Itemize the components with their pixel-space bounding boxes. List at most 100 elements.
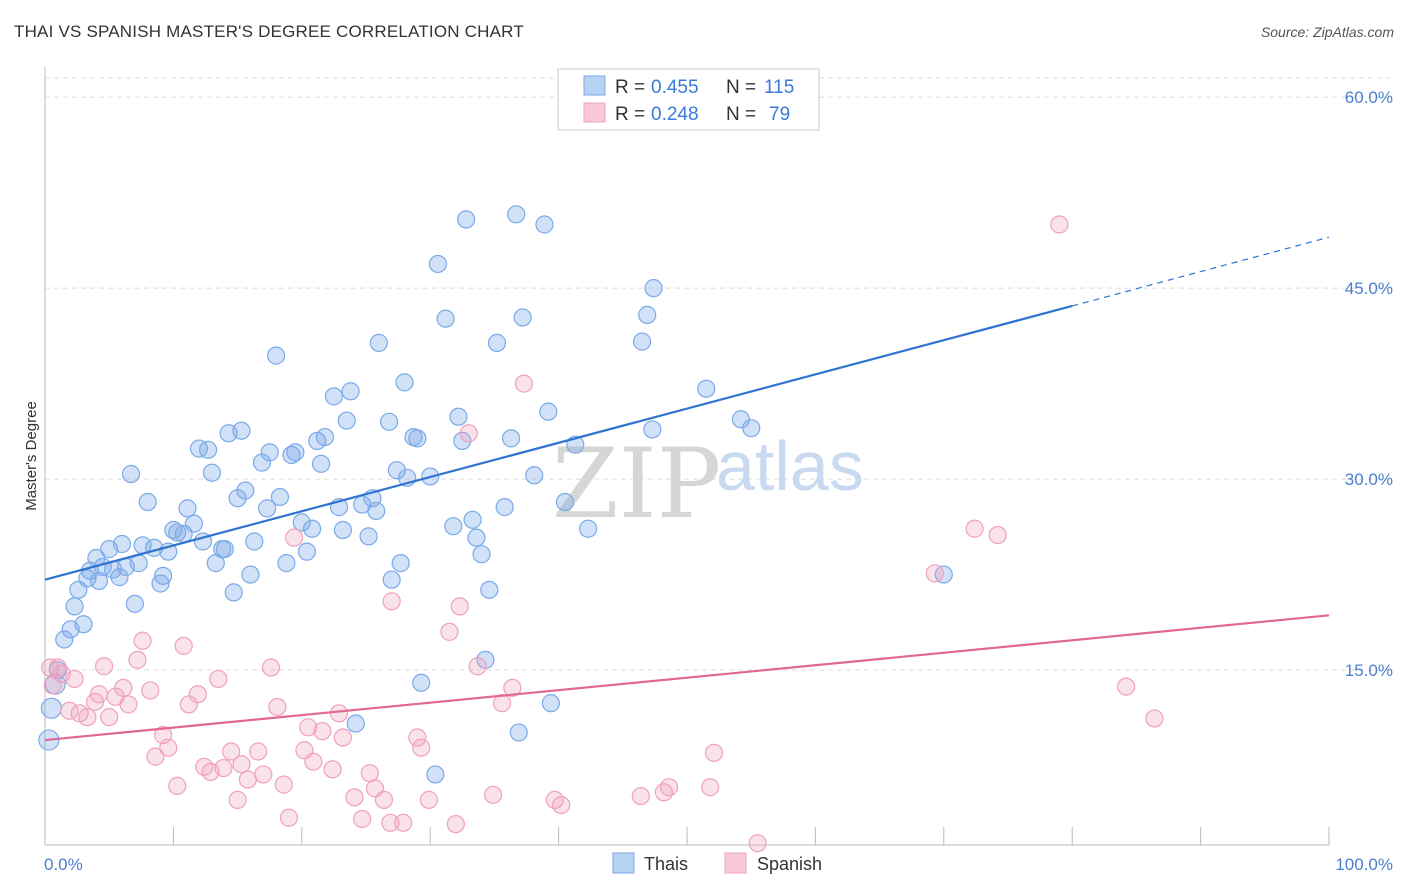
thais-point xyxy=(525,466,544,485)
y-tick-label-0: 15.0% xyxy=(1345,661,1393,680)
thais-point xyxy=(241,565,260,584)
thais-point xyxy=(453,431,472,451)
thais-point xyxy=(644,279,663,298)
thais-point xyxy=(359,527,378,546)
thais-point xyxy=(579,519,598,538)
spanish-point xyxy=(94,657,114,676)
spanish-point xyxy=(119,695,138,714)
thais-point xyxy=(480,580,499,599)
thais-point xyxy=(426,765,445,784)
thais-point xyxy=(198,440,218,459)
thais-point xyxy=(638,305,657,324)
thais-point xyxy=(138,492,157,512)
spanish-point xyxy=(450,597,469,616)
thais-point xyxy=(228,489,247,508)
spanish-point xyxy=(925,564,944,583)
thais-point xyxy=(125,594,144,613)
legend-swatch-thais xyxy=(612,852,635,874)
thais-point xyxy=(495,498,514,517)
x-tick-label-max: 100.0% xyxy=(1335,855,1393,874)
y-tick-labels: 15.0% 30.0% 45.0% 60.0% xyxy=(1345,88,1393,680)
thais-point xyxy=(535,215,554,234)
y-tick-label-1: 30.0% xyxy=(1345,470,1393,489)
spanish-point xyxy=(114,678,133,697)
thais-point xyxy=(232,421,251,440)
thais-point xyxy=(382,570,401,589)
spanish-point xyxy=(141,681,160,700)
spanish-point xyxy=(299,718,318,737)
stats-legend-n-value-0: 115 xyxy=(764,77,794,98)
thais-trend-line xyxy=(44,304,1073,581)
thais-point xyxy=(260,443,279,462)
spanish-point xyxy=(965,519,984,538)
spanish-point xyxy=(631,786,650,806)
spanish-point xyxy=(552,795,571,815)
source-label: Source: ZipAtlas.com xyxy=(1260,24,1394,40)
thais-point xyxy=(311,454,331,473)
watermark-atlas: atlas xyxy=(716,427,864,505)
spanish-point xyxy=(333,728,352,747)
thais-point xyxy=(380,412,399,431)
spanish-point xyxy=(440,622,459,641)
stats-legend-r-label-1: R = xyxy=(615,104,645,125)
spanish-point xyxy=(1117,677,1136,696)
spanish-point xyxy=(100,708,119,727)
thais-point xyxy=(315,427,335,447)
spanish-point xyxy=(159,738,178,757)
spanish-point xyxy=(304,752,323,771)
spanish-point xyxy=(459,424,478,443)
spanish-point xyxy=(268,697,287,717)
trend-lines xyxy=(44,236,1330,742)
spanish-point xyxy=(238,770,257,789)
spanish-point xyxy=(209,669,228,689)
spanish-point xyxy=(408,728,427,747)
stats-legend-r-label-0: R = xyxy=(615,77,645,98)
thais-point xyxy=(449,407,468,426)
series-legend: Thais Spanish xyxy=(612,852,822,874)
spanish-point xyxy=(381,813,400,832)
y-tick-label-2: 45.0% xyxy=(1345,279,1393,298)
spanish-point xyxy=(78,708,97,727)
thais-point xyxy=(236,481,255,500)
spanish-point xyxy=(89,685,109,704)
thais-point xyxy=(302,519,322,538)
thais-point xyxy=(509,723,528,742)
thais-point xyxy=(395,373,414,392)
thais-point xyxy=(112,534,132,554)
stats-legend-r-value-1: 0.248 xyxy=(651,104,699,125)
spanish-point xyxy=(659,778,679,797)
thais-point xyxy=(428,254,448,274)
stats-legend-n-label-1: N = xyxy=(726,104,756,125)
spanish-point xyxy=(360,764,379,783)
thais-point xyxy=(245,532,264,551)
thais-point xyxy=(65,597,84,616)
thais-point xyxy=(324,387,343,406)
thais-point xyxy=(472,545,491,564)
thais-point xyxy=(507,205,526,224)
y-tick-label-3: 60.0% xyxy=(1345,88,1393,107)
thais-point xyxy=(341,382,360,401)
spanish-point xyxy=(353,809,372,829)
spanish-point xyxy=(284,528,304,547)
stats-legend-n-value-1: 79 xyxy=(769,104,790,125)
y-axis-label: Master's Degree xyxy=(23,401,40,511)
spanish-point xyxy=(394,813,413,832)
stats-legend-r-value-0: 0.455 xyxy=(651,77,699,98)
thais-point xyxy=(202,463,222,482)
thais-point xyxy=(513,308,532,327)
thais-point xyxy=(110,568,129,587)
spanish-point xyxy=(323,760,342,779)
series-spanish-points xyxy=(41,215,1164,853)
stats-legend-n-label-0: N = xyxy=(726,77,756,98)
thais-point xyxy=(467,528,486,547)
legend-label-thais: Thais xyxy=(644,854,688,874)
spanish-point xyxy=(261,658,281,677)
spanish-point xyxy=(179,695,198,714)
spanish-point xyxy=(214,758,233,778)
thais-point xyxy=(215,540,234,559)
spanish-point xyxy=(168,776,187,795)
thais-point xyxy=(286,443,305,462)
thais-point xyxy=(258,499,277,518)
thais-point xyxy=(224,583,243,602)
